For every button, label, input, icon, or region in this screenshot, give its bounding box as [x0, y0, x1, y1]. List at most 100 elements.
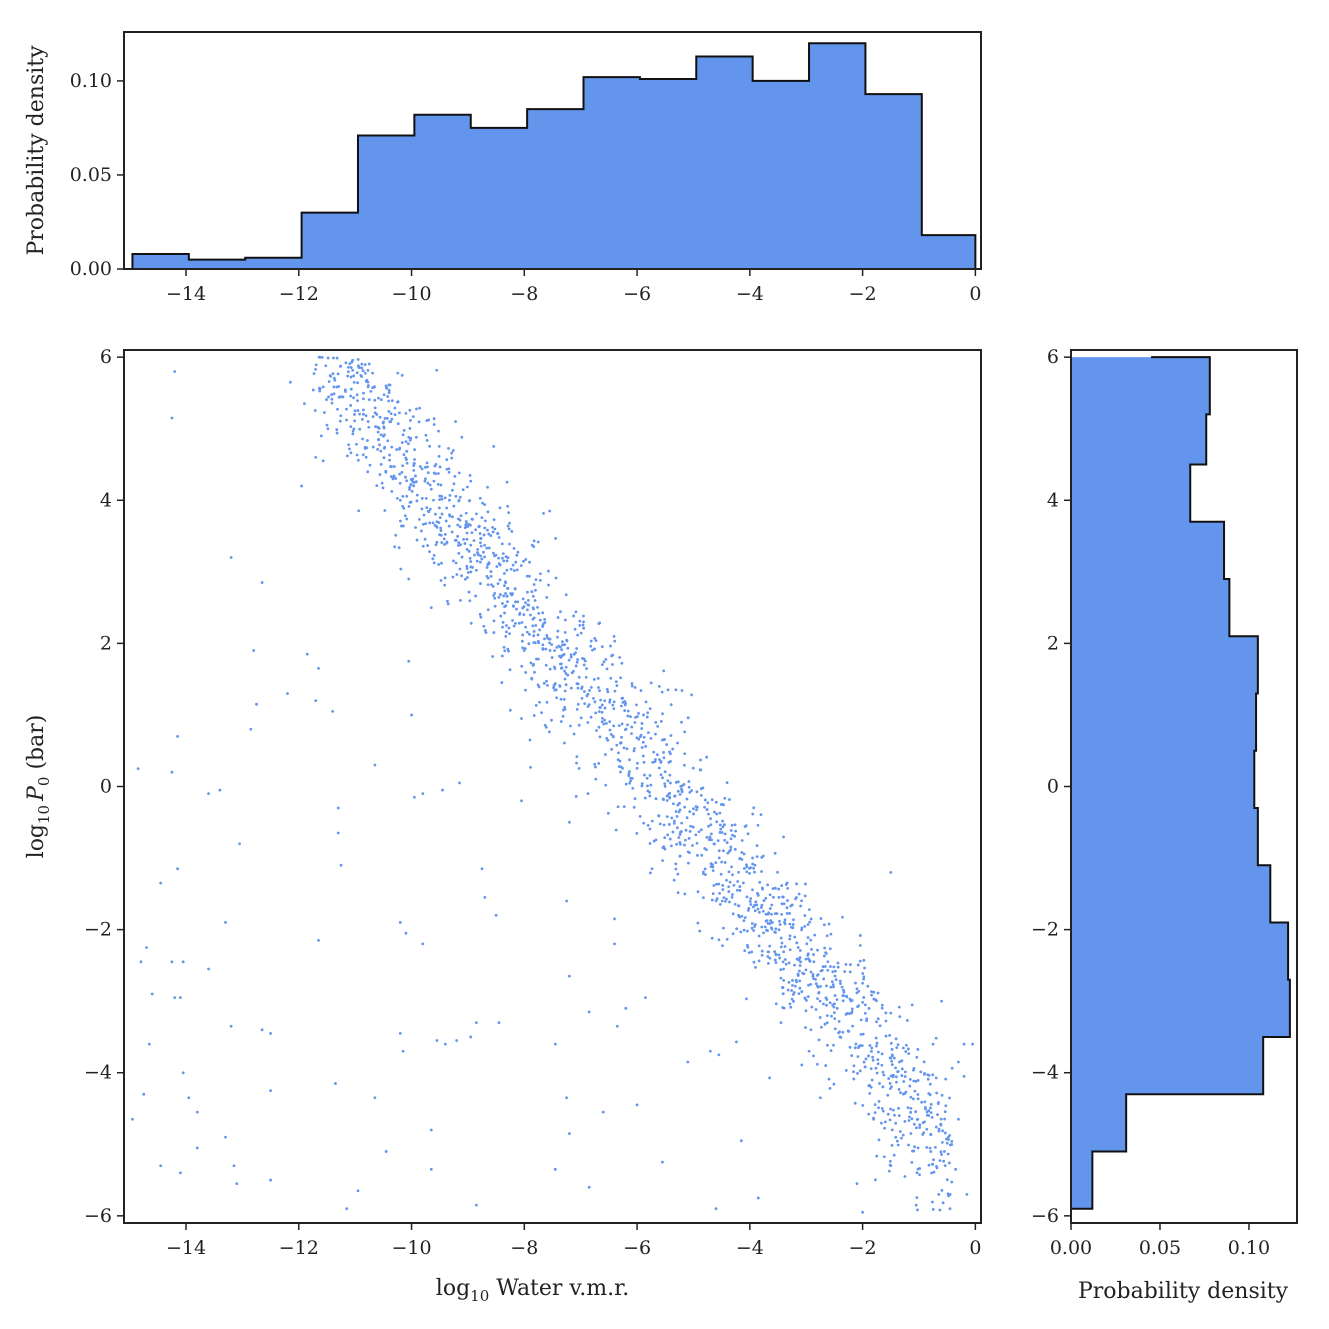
scatter-point: [925, 1145, 929, 1149]
scatter-point: [725, 781, 729, 785]
scatter-point: [538, 572, 542, 576]
scatter-point: [853, 1101, 857, 1105]
scatter-point: [544, 663, 548, 667]
scatter-point: [873, 1103, 877, 1107]
scatter-point: [875, 1020, 878, 1024]
scatter-point: [401, 1049, 405, 1053]
scatter-point: [543, 637, 546, 641]
scatter-point: [486, 528, 489, 532]
scatter-point: [534, 588, 537, 592]
scatter-point: [688, 829, 692, 833]
scatter-point: [680, 789, 684, 793]
scatter-point: [903, 1075, 907, 1078]
scatter-point: [743, 949, 747, 953]
scatter-point: [654, 758, 657, 761]
right-histogram-bar: [1071, 807, 1258, 866]
scatter-point: [722, 849, 725, 853]
scatter-point: [397, 546, 401, 550]
scatter-point: [880, 1006, 884, 1010]
scatter-point: [547, 569, 550, 573]
scatter-point: [352, 380, 356, 384]
scatter-point: [195, 1110, 199, 1114]
scatter-point: [511, 619, 514, 622]
scatter-point: [361, 418, 364, 421]
scatter-point: [711, 892, 715, 896]
scatter-point: [491, 530, 495, 534]
scatter-point: [361, 453, 365, 457]
scatter-point: [556, 629, 560, 633]
scatter-point: [405, 461, 409, 465]
scatter-point: [521, 646, 525, 650]
scatter-point: [863, 1003, 867, 1007]
scatter-point: [589, 639, 593, 643]
scatter-point: [335, 356, 339, 360]
scatter-point: [608, 698, 612, 702]
scatter-point: [753, 923, 757, 926]
scatter-point: [562, 652, 566, 656]
scatter-point: [915, 1196, 919, 1200]
scatter-point: [339, 395, 343, 399]
scatter-point: [569, 655, 573, 659]
scatter-point: [432, 479, 436, 483]
scatter-point: [604, 657, 608, 661]
scatter-point: [428, 550, 431, 554]
scatter-point: [620, 704, 623, 708]
scatter-point: [383, 416, 387, 420]
scatter-point: [503, 605, 506, 609]
scatter-point: [881, 1085, 885, 1089]
scatter-point: [807, 983, 810, 987]
scatter-point: [683, 752, 687, 756]
scatter-point: [608, 700, 612, 704]
scatter-point: [782, 967, 785, 971]
scatter-point: [366, 368, 370, 372]
scatter-point: [508, 668, 512, 672]
scatter-point: [398, 498, 402, 502]
scatter-point: [633, 747, 636, 750]
scatter-point: [373, 398, 377, 402]
scatter-point: [751, 812, 755, 816]
scatter-point: [576, 633, 580, 637]
scatter-point: [938, 1208, 942, 1212]
scatter-point: [444, 519, 448, 523]
scatter-point: [791, 993, 795, 996]
top-histogram-bar: [752, 80, 810, 270]
scatter-point: [474, 1021, 478, 1025]
scatter-point: [521, 633, 525, 637]
scatter-point: [503, 649, 507, 653]
scatter-point: [804, 1009, 808, 1013]
scatter-point: [399, 524, 403, 528]
scatter-point: [947, 1161, 951, 1165]
scatter-point: [827, 1077, 831, 1081]
scatter-point: [668, 750, 671, 754]
scatter-point: [780, 941, 784, 945]
scatter-point: [909, 1095, 913, 1099]
scatter-point: [463, 542, 467, 545]
scatter-point: [492, 619, 496, 623]
scatter-point: [448, 498, 451, 502]
scatter-point: [651, 760, 655, 764]
scatter-point: [536, 633, 540, 637]
scatter-point: [811, 972, 815, 976]
scatter-point: [606, 690, 610, 694]
scatter-point: [520, 621, 524, 624]
scatter-point: [730, 865, 733, 869]
scatter-point: [797, 992, 801, 995]
scatter-point: [390, 399, 394, 403]
scatter-point: [812, 1054, 815, 1058]
scatter-point: [662, 823, 666, 827]
scatter-point: [773, 950, 777, 954]
scatter-point: [652, 839, 656, 843]
scatter-point: [582, 626, 586, 630]
scatter-point: [407, 659, 411, 663]
scatter-point: [640, 784, 644, 788]
scatter-point: [661, 712, 664, 716]
scatter-point: [907, 1119, 911, 1122]
scatter-point: [351, 432, 355, 436]
scatter-point: [854, 981, 857, 985]
scatter-point: [872, 1117, 876, 1121]
scatter-point: [409, 478, 413, 481]
scatter-point: [841, 1030, 845, 1034]
scatter-point: [360, 366, 364, 370]
scatter-point: [543, 621, 547, 624]
scatter-point: [318, 386, 322, 390]
